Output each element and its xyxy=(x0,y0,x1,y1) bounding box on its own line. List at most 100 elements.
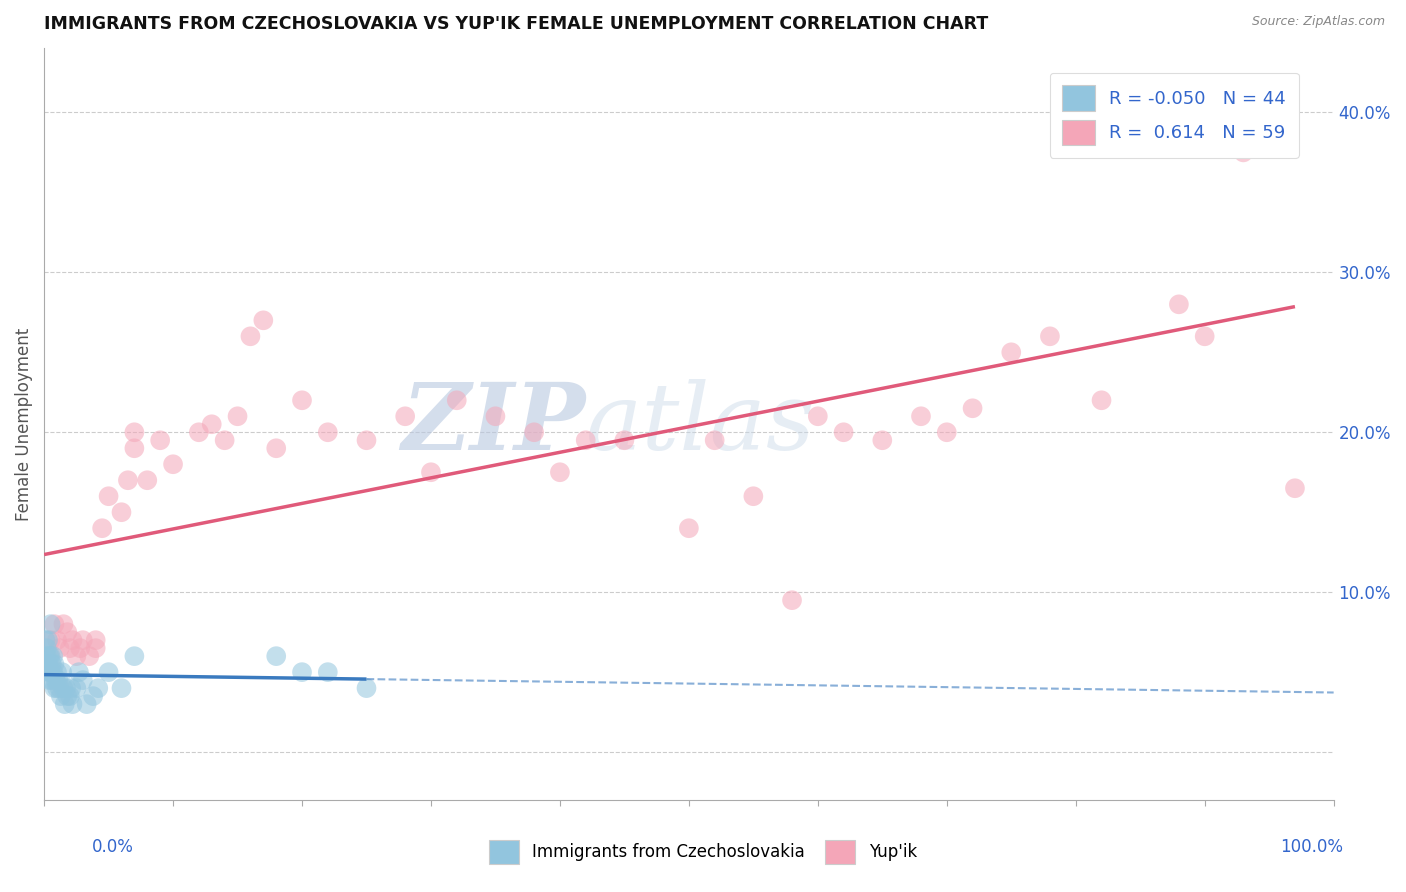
Point xyxy=(446,393,468,408)
Point xyxy=(962,401,984,416)
Point xyxy=(252,313,274,327)
Point xyxy=(1000,345,1022,359)
Point xyxy=(59,689,82,703)
Point xyxy=(55,681,77,695)
Point xyxy=(124,649,146,664)
Text: IMMIGRANTS FROM CZECHOSLOVAKIA VS YUP'IK FEMALE UNEMPLOYMENT CORRELATION CHART: IMMIGRANTS FROM CZECHOSLOVAKIA VS YUP'IK… xyxy=(44,15,988,33)
Point xyxy=(38,649,60,664)
Text: 0.0%: 0.0% xyxy=(91,838,134,855)
Point xyxy=(291,665,314,680)
Point xyxy=(97,489,120,503)
Point xyxy=(162,457,184,471)
Point xyxy=(44,657,66,672)
Point xyxy=(214,434,236,448)
Point xyxy=(420,465,443,479)
Point xyxy=(264,442,287,456)
Point xyxy=(62,633,84,648)
Point xyxy=(56,625,79,640)
Point xyxy=(187,425,209,440)
Point xyxy=(523,425,546,440)
Point xyxy=(65,649,87,664)
Point xyxy=(1194,329,1216,343)
Point xyxy=(38,665,60,680)
Point xyxy=(548,465,571,479)
Point xyxy=(110,505,132,519)
Point xyxy=(201,417,224,432)
Point xyxy=(1129,137,1152,152)
Point xyxy=(117,473,139,487)
Point xyxy=(742,489,765,503)
Legend: R = -0.050   N = 44, R =  0.614   N = 59: R = -0.050 N = 44, R = 0.614 N = 59 xyxy=(1050,72,1299,158)
Point xyxy=(1284,481,1306,495)
Point xyxy=(872,434,894,448)
Text: ZIP: ZIP xyxy=(402,379,586,469)
Point xyxy=(84,633,107,648)
Point xyxy=(35,649,58,664)
Point xyxy=(48,681,70,695)
Point xyxy=(264,649,287,664)
Point xyxy=(72,673,94,687)
Point xyxy=(316,425,339,440)
Point xyxy=(807,409,830,424)
Point xyxy=(39,649,62,664)
Point xyxy=(53,697,76,711)
Point xyxy=(1090,393,1112,408)
Point xyxy=(780,593,803,607)
Point xyxy=(51,665,73,680)
Point xyxy=(46,681,69,695)
Point xyxy=(1039,329,1062,343)
Point xyxy=(41,673,63,687)
Point xyxy=(1167,297,1189,311)
Point xyxy=(87,681,110,695)
Point xyxy=(37,657,59,672)
Point xyxy=(56,689,79,703)
Point xyxy=(935,425,957,440)
Point xyxy=(46,633,69,648)
Point xyxy=(910,409,932,424)
Point xyxy=(42,665,65,680)
Point xyxy=(62,697,84,711)
Point xyxy=(136,473,159,487)
Text: atlas: atlas xyxy=(586,379,815,469)
Point xyxy=(41,657,63,672)
Point xyxy=(149,434,172,448)
Point xyxy=(226,409,249,424)
Point xyxy=(84,641,107,656)
Point xyxy=(110,681,132,695)
Point xyxy=(394,409,416,424)
Point xyxy=(67,665,90,680)
Text: 100.0%: 100.0% xyxy=(1279,838,1343,855)
Point xyxy=(291,393,314,408)
Point xyxy=(124,425,146,440)
Point xyxy=(37,633,59,648)
Point xyxy=(38,673,60,687)
Point xyxy=(46,673,69,687)
Point xyxy=(77,649,100,664)
Y-axis label: Female Unemployment: Female Unemployment xyxy=(15,327,32,521)
Point xyxy=(52,681,75,695)
Point xyxy=(1232,145,1254,160)
Point xyxy=(48,641,70,656)
Point xyxy=(484,409,506,424)
Point xyxy=(832,425,855,440)
Point xyxy=(72,633,94,648)
Point xyxy=(42,649,65,664)
Point xyxy=(356,681,378,695)
Point xyxy=(34,633,56,648)
Point xyxy=(239,329,262,343)
Point xyxy=(678,521,700,535)
Point xyxy=(39,665,62,680)
Text: Source: ZipAtlas.com: Source: ZipAtlas.com xyxy=(1251,15,1385,28)
Point xyxy=(44,617,66,632)
Point xyxy=(46,665,69,680)
Point xyxy=(35,641,58,656)
Legend: Immigrants from Czechoslovakia, Yup'ik: Immigrants from Czechoslovakia, Yup'ik xyxy=(482,833,924,871)
Point xyxy=(91,521,114,535)
Point xyxy=(65,681,87,695)
Point xyxy=(575,434,598,448)
Point xyxy=(316,665,339,680)
Point xyxy=(39,633,62,648)
Point xyxy=(52,617,75,632)
Point xyxy=(59,641,82,656)
Point xyxy=(613,434,636,448)
